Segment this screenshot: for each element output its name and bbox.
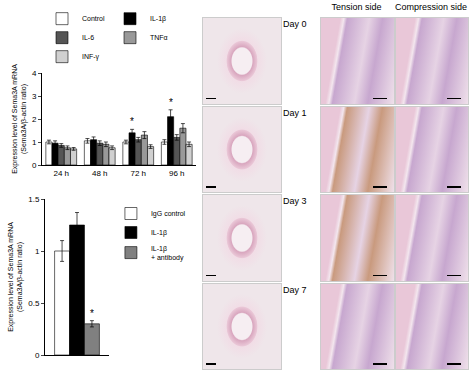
svg-text:IL-1β: IL-1β bbox=[151, 229, 167, 237]
svg-text:0: 0 bbox=[32, 161, 37, 170]
svg-text:4: 4 bbox=[32, 69, 37, 78]
html-text:Compression side: Compression side bbox=[395, 2, 467, 12]
html-text:Day 7: Day 7 bbox=[283, 284, 307, 295]
svg-text:72 h: 72 h bbox=[130, 169, 146, 178]
svg-text:1.5: 1.5 bbox=[28, 195, 40, 204]
svg-text:24 h: 24 h bbox=[53, 169, 69, 178]
svg-text:TNFα: TNFα bbox=[150, 34, 168, 41]
svg-text:IL-1β: IL-1β bbox=[150, 15, 166, 23]
html-text:Day 0: Day 0 bbox=[283, 19, 307, 29]
svg-text:*: * bbox=[130, 116, 134, 127]
svg-text:IgG control: IgG control bbox=[151, 210, 186, 218]
svg-text:Control: Control bbox=[82, 15, 105, 22]
svg-text:IL-1β+ antibody: IL-1β+ antibody bbox=[151, 245, 184, 262]
svg-text:96 h: 96 h bbox=[169, 169, 185, 178]
svg-text:1: 1 bbox=[32, 138, 37, 147]
html-text:Day 3: Day 3 bbox=[283, 196, 307, 206]
svg-text:48 h: 48 h bbox=[92, 169, 108, 178]
svg-text:*: * bbox=[90, 308, 94, 319]
svg-text:*: * bbox=[169, 97, 173, 108]
svg-text:0.5: 0.5 bbox=[28, 299, 40, 308]
html-text:Day 1: Day 1 bbox=[283, 107, 307, 118]
svg-text:3: 3 bbox=[32, 92, 37, 101]
svg-text:1: 1 bbox=[35, 247, 40, 256]
html-text:Tension side: Tension side bbox=[331, 2, 382, 12]
svg-text:2: 2 bbox=[32, 115, 37, 124]
svg-text:INF-γ: INF-γ bbox=[82, 53, 100, 61]
svg-text:0: 0 bbox=[35, 351, 40, 360]
svg-text:IL-6: IL-6 bbox=[82, 34, 94, 41]
svg-text:Expression level of Sema3A mRN: Expression level of Sema3A mRNA(Sema3A/β… bbox=[7, 222, 24, 332]
svg-text:Expression level of Sema3A mRN: Expression level of Sema3A mRNA(Sema3A/β… bbox=[11, 64, 28, 174]
